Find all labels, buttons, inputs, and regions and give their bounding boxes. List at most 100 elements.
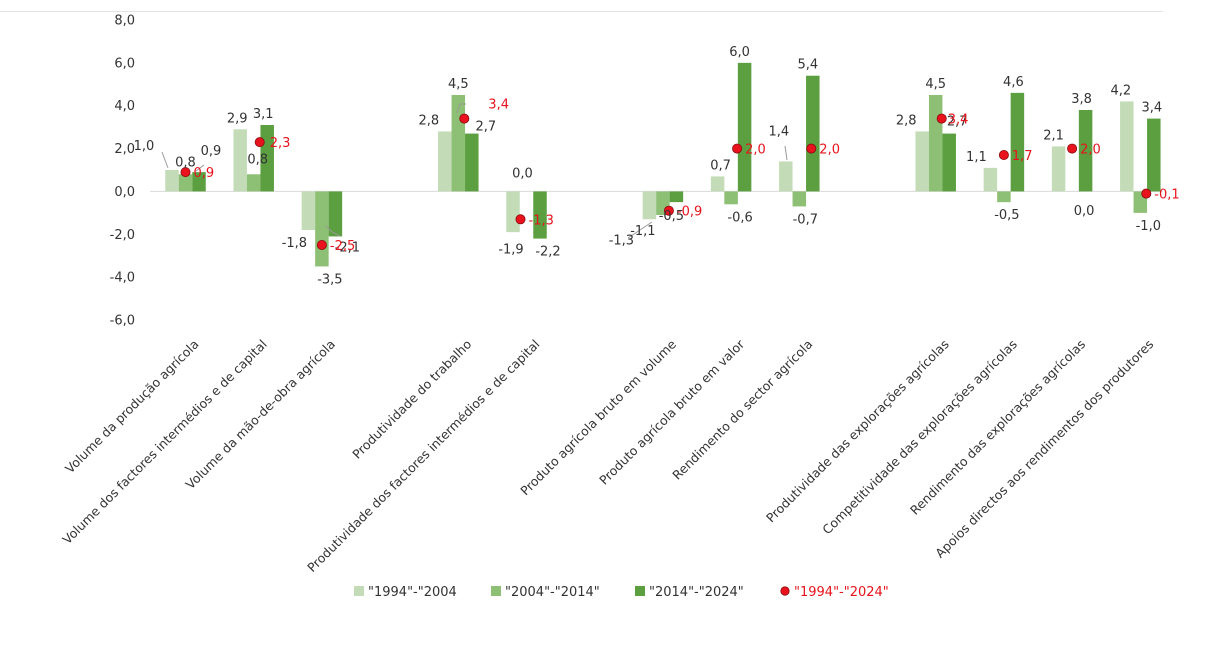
legend-item-0: "1994"-"2004 (354, 585, 457, 600)
dot-marker-c5 (515, 214, 526, 225)
dot-label-c4: 3,4 (488, 98, 509, 113)
bar-s1-c11 (928, 95, 943, 192)
bar-s2-c11 (942, 133, 956, 192)
bars (165, 62, 1161, 267)
bar-label-s1-c1: 0,8 (247, 152, 268, 167)
dot-marker-c9 (806, 143, 817, 154)
bar-label-s0-c5: -1,9 (498, 242, 523, 257)
bar-s1-c9 (792, 191, 807, 207)
y-tick-label: -4,0 (110, 271, 135, 286)
leader-line (161, 151, 169, 169)
bar-label-s1-c13: 0,0 (1074, 204, 1095, 219)
dot-label-c12: 1,7 (1012, 149, 1033, 164)
bar-s1-c2 (315, 191, 329, 267)
bar-labels: 1,0 2,9 -1,8 2,8 -1,9 -1,3 0,7 1,4 2,8 1,1 2,1 4,2 0… (134, 45, 1162, 288)
dot-marker-c7 (663, 205, 674, 216)
bar-label-s1-c9: -0,7 (793, 212, 818, 227)
bar-label-s0-c13: 2,1 (1043, 128, 1064, 143)
bar-label-s1-c11: 4,5 (925, 77, 946, 92)
dot-label-c8: 2,0 (745, 143, 766, 158)
bar-s0-c4 (438, 131, 452, 192)
bar-label-s1-c2: -3,5 (317, 272, 342, 287)
y-tick-label: -2,0 (110, 228, 135, 243)
bar-label-s1-c5: 0,0 (512, 166, 533, 181)
leader-lines (161, 103, 788, 239)
leader-line (627, 221, 653, 239)
category-label-c0: Volume da produção agrícola (62, 337, 202, 477)
bar-s2-c9 (806, 75, 820, 192)
bar-label-s0-c7: -1,3 (609, 234, 634, 249)
bar-label-s0-c11: 2,8 (896, 113, 917, 128)
bar-s2-c2 (328, 191, 343, 237)
y-tick-label: 8,0 (114, 14, 135, 29)
bar-label-s1-c14: -1,0 (1136, 219, 1161, 234)
y-tick-label: 6,0 (114, 56, 135, 71)
dot-marker-c14 (1141, 188, 1152, 199)
dot-marker-c1 (254, 137, 265, 148)
legend-label: "2014"-"2024" (649, 585, 744, 600)
legend-item-3: "1994"-"2024" (780, 585, 889, 600)
bar-label-s2-c14: 3,4 (1141, 101, 1162, 116)
bar-s2-c5 (533, 191, 547, 239)
bar-s1-c12 (997, 191, 1011, 203)
bar-label-s1-c0: 0,8 (175, 155, 196, 170)
bar-label-s2-c1: 3,1 (253, 107, 274, 122)
bar-label-s0-c1: 2,9 (227, 111, 248, 126)
dot-label-c0: 0,9 (194, 166, 215, 181)
bar-s0-c12 (983, 167, 998, 192)
legend-swatch (491, 586, 501, 596)
bar-label-s1-c7: -1,1 (630, 224, 655, 239)
bar-s0-c2 (301, 191, 316, 230)
dot-label-c11: 3,4 (948, 113, 969, 128)
y-tick-label: 4,0 (114, 99, 135, 114)
bar-s2-c13 (1078, 110, 1093, 192)
legend-label: "1994"-"2004 (368, 585, 457, 600)
bar-s1-c8 (724, 191, 738, 205)
bar-s0-c11 (915, 131, 929, 192)
category-label-c9: Rendimento do sector agrícola (669, 337, 815, 483)
dot-marker-c2 (316, 239, 327, 250)
bar-label-s0-c14: 4,2 (1110, 83, 1131, 98)
dot-labels: 0,9 2,3 -2,5 3,4 -1,3 -0,9 2,0 2,0 3,4 1,7 2,0 -0,1 (194, 98, 1180, 254)
legend-swatch-dot (780, 586, 790, 596)
legend-swatch (354, 586, 364, 596)
legend-item-2: "2014"-"2024" (635, 585, 744, 600)
bar-label-s0-c4: 2,8 (418, 113, 439, 128)
bar-s0-c0 (165, 170, 179, 192)
bar-label-s1-c12: -0,5 (994, 208, 1019, 223)
bar-label-s0-c9: 1,4 (768, 125, 789, 140)
dot-label-c9: 2,0 (819, 143, 840, 158)
dot-label-c13: 2,0 (1080, 143, 1101, 158)
bar-label-s2-c11: 2,7 (947, 115, 968, 130)
bar-label-s1-c8: -0,6 (727, 210, 752, 225)
bar-s0-c13 (1051, 146, 1066, 192)
bar-s0-c14 (1120, 101, 1134, 192)
bar-s2-c14 (1147, 118, 1161, 192)
bar-label-s1-c4: 4,5 (448, 77, 469, 92)
y-tick-label: -6,0 (110, 314, 135, 329)
dot-label-c5: -1,3 (529, 213, 554, 228)
category-label-c2: Volume da mão-de-obra agrícola (183, 337, 338, 492)
bar-label-s2-c8: 6,0 (729, 45, 750, 60)
leader-line (456, 103, 466, 114)
dot-marker-c12 (998, 149, 1009, 160)
bar-label-s2-c5: -2,2 (535, 244, 560, 259)
bar-label-s2-c7: -0,5 (659, 209, 684, 224)
dot-marker-c13 (1067, 143, 1078, 154)
dots (180, 113, 1152, 250)
bar-s2-c4 (465, 133, 479, 192)
legend-swatch (635, 586, 645, 596)
dot-label-c7: -0,9 (677, 205, 702, 220)
legend-label: "2004"-"2014" (505, 585, 600, 600)
bar-s0-c8 (710, 176, 725, 192)
dot-label-c2: -2,5 (330, 239, 355, 254)
y-axis: 8,0 6,0 4,0 2,0 0,0 -2,0 -4,0 -6,0 (110, 14, 135, 329)
bar-s2-c12 (1010, 92, 1025, 192)
y-tick-label: 2,0 (114, 142, 135, 157)
bar-label-s2-c4: 2,7 (475, 120, 496, 135)
bar-label-s2-c2: -2,1 (335, 240, 360, 255)
dot-marker-c0 (180, 167, 191, 178)
leader-line (195, 164, 205, 172)
